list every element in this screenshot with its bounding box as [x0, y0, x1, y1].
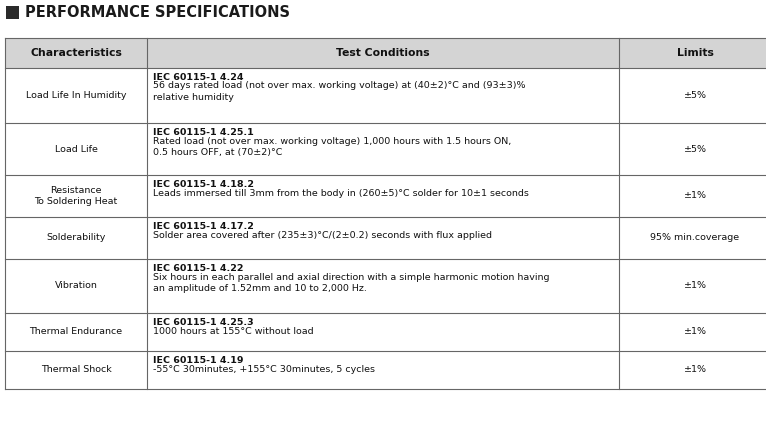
Text: IEC 60115-1 4.25.1: IEC 60115-1 4.25.1	[153, 128, 254, 137]
Text: ±1%: ±1%	[683, 365, 706, 375]
Text: Limits: Limits	[676, 48, 713, 58]
Text: 1000 hours at 155°C without load: 1000 hours at 155°C without load	[153, 327, 313, 336]
Text: ±5%: ±5%	[683, 91, 706, 100]
Text: Rated load (not over max. working voltage) 1,000 hours with 1.5 hours ON,
0.5 ho: Rated load (not over max. working voltag…	[153, 137, 511, 157]
Text: Thermal Shock: Thermal Shock	[41, 365, 111, 375]
Text: ±5%: ±5%	[683, 144, 706, 153]
Text: ±1%: ±1%	[683, 282, 706, 290]
Text: Vibration: Vibration	[54, 282, 97, 290]
Text: ±1%: ±1%	[683, 327, 706, 337]
Text: IEC 60115-1 4.18.2: IEC 60115-1 4.18.2	[153, 180, 254, 189]
Text: IEC 60115-1 4.24: IEC 60115-1 4.24	[153, 73, 244, 82]
Bar	[6, 6, 19, 19]
Text: IEC 60115-1 4.25.3: IEC 60115-1 4.25.3	[153, 318, 254, 327]
Text: Six hours in each parallel and axial direction with a simple harmonic motion hav: Six hours in each parallel and axial dir…	[153, 273, 549, 293]
Text: Resistance
To Soldering Heat: Resistance To Soldering Heat	[34, 186, 118, 206]
Text: ±1%: ±1%	[683, 191, 706, 200]
Text: -55°C 30minutes, +155°C 30minutes, 5 cycles: -55°C 30minutes, +155°C 30minutes, 5 cyc…	[153, 365, 375, 374]
Text: PERFORMANCE SPECIFICATIONS: PERFORMANCE SPECIFICATIONS	[25, 5, 290, 20]
Text: IEC 60115-1 4.22: IEC 60115-1 4.22	[153, 264, 244, 273]
Text: Load Life: Load Life	[54, 144, 97, 153]
Text: Leads immersed till 3mm from the body in (260±5)°C solder for 10±1 seconds: Leads immersed till 3mm from the body in…	[153, 188, 529, 197]
Text: IEC 60115-1 4.17.2: IEC 60115-1 4.17.2	[153, 222, 254, 231]
Bar	[5, 38, 766, 68]
Text: Solderability: Solderability	[46, 234, 106, 242]
Text: IEC 60115-1 4.19: IEC 60115-1 4.19	[153, 356, 244, 365]
Text: Thermal Endurance: Thermal Endurance	[29, 327, 123, 337]
Text: Solder area covered after (235±3)°C/(2±0.2) seconds with flux applied: Solder area covered after (235±3)°C/(2±0…	[153, 231, 492, 239]
Text: Load Life In Humidity: Load Life In Humidity	[26, 91, 126, 100]
Text: Test Conditions: Test Conditions	[336, 48, 430, 58]
Text: Characteristics: Characteristics	[30, 48, 122, 58]
Text: 56 days rated load (not over max. working voltage) at (40±2)°C and (93±3)%
relat: 56 days rated load (not over max. workin…	[153, 82, 525, 102]
Text: 95% min.coverage: 95% min.coverage	[650, 234, 739, 242]
